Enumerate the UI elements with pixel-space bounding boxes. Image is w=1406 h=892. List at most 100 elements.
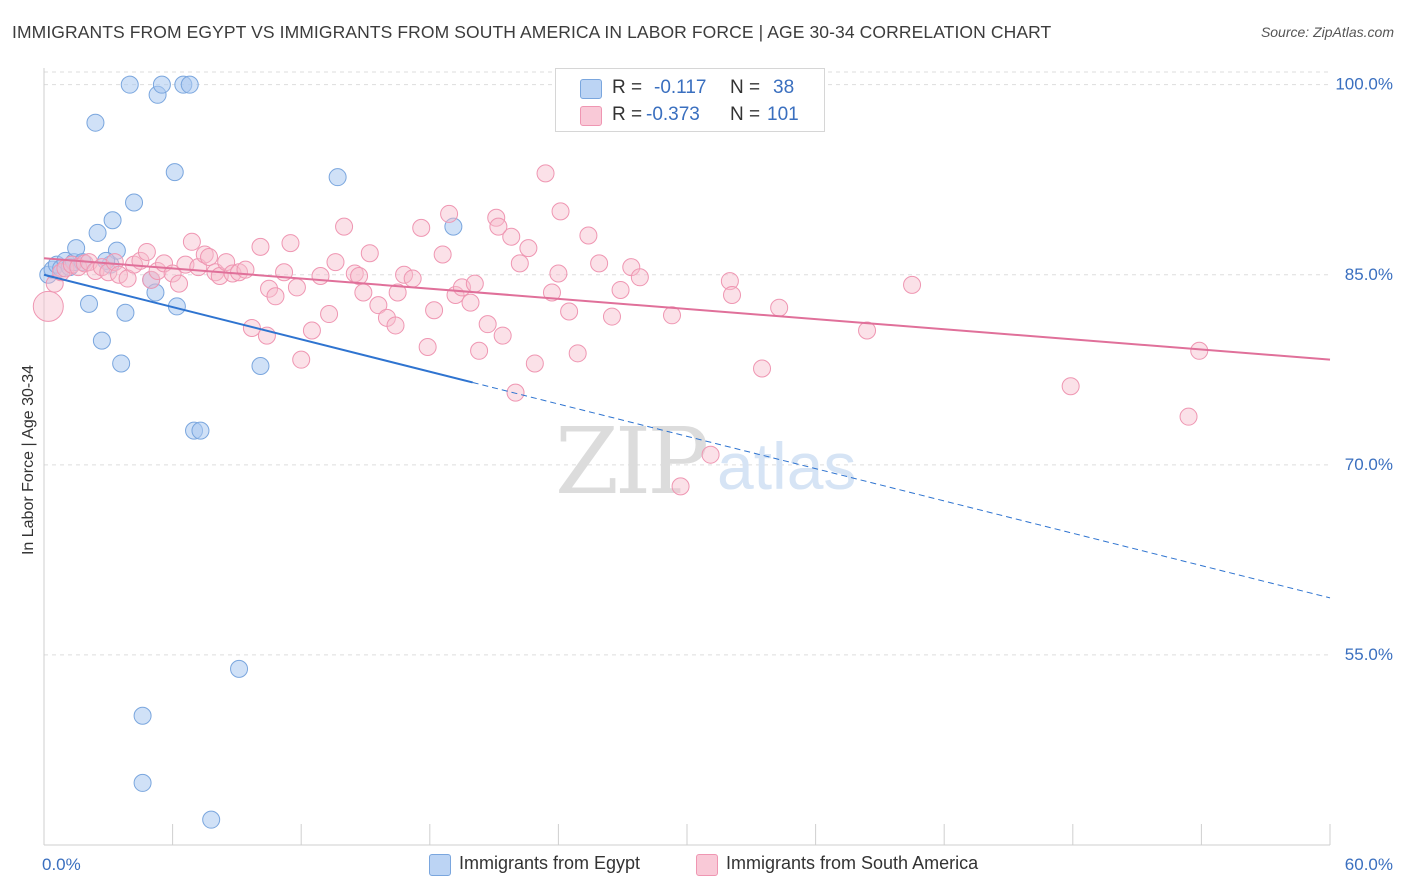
egypt-point bbox=[125, 193, 144, 212]
south-america-point bbox=[506, 383, 525, 402]
south-america-point bbox=[510, 254, 529, 273]
legend-r-label: R = bbox=[612, 104, 643, 125]
y-tick-labels: 100.0% 85.0% 70.0% 55.0% bbox=[1335, 75, 1393, 664]
legend-r-value: -0.373 bbox=[646, 104, 700, 125]
legend-n-label: N = bbox=[730, 104, 761, 125]
south-america-point bbox=[753, 359, 772, 378]
south-america-point bbox=[903, 275, 922, 294]
south-america-point bbox=[701, 445, 720, 464]
x-tick-labels: 0.0% 60.0% bbox=[42, 855, 1393, 874]
south-america-point bbox=[611, 280, 630, 299]
y-tick-label: 100.0% bbox=[1335, 75, 1393, 94]
series-south-america-points bbox=[32, 75, 1209, 496]
south-america-point bbox=[440, 204, 459, 223]
bottom-legend-label-south-america: Immigrants from South America bbox=[726, 853, 979, 873]
south-america-point bbox=[425, 301, 444, 320]
south-america-point bbox=[236, 260, 255, 279]
south-america-point bbox=[251, 237, 270, 256]
south-america-point bbox=[292, 350, 311, 369]
south-america-point bbox=[287, 278, 306, 297]
egypt-point bbox=[133, 773, 152, 792]
south-america-point bbox=[386, 316, 405, 335]
legend-n-value: 38 bbox=[773, 77, 795, 98]
y-axis-title: In Labor Force | Age 30-34 bbox=[20, 364, 37, 556]
south-america-point bbox=[354, 283, 373, 302]
legend-n-value: 101 bbox=[767, 104, 799, 125]
south-america-point bbox=[369, 296, 388, 315]
south-america-point bbox=[395, 265, 414, 284]
egypt-point bbox=[191, 421, 210, 440]
south-america-point bbox=[412, 218, 431, 237]
watermark: ZIP atlas bbox=[555, 408, 856, 515]
south-america-point bbox=[489, 217, 508, 236]
legend-n-label: N = bbox=[730, 77, 761, 98]
egypt-point bbox=[328, 168, 347, 187]
egypt-trend-line-extrapolated bbox=[472, 381, 1331, 599]
south-america-point bbox=[551, 202, 570, 221]
egypt-point bbox=[92, 331, 111, 350]
egypt-point bbox=[120, 75, 139, 94]
south-america-point bbox=[350, 267, 369, 286]
y-tick-label: 85.0% bbox=[1345, 265, 1393, 284]
south-america-point bbox=[281, 234, 300, 253]
south-america-point bbox=[182, 232, 201, 251]
south-america-point bbox=[217, 253, 236, 272]
egypt-point bbox=[180, 75, 199, 94]
south-america-point bbox=[536, 164, 555, 183]
south-america-point bbox=[519, 239, 538, 258]
south-america-point bbox=[770, 298, 789, 317]
south-america-point bbox=[493, 326, 512, 345]
south-america-point bbox=[403, 269, 422, 288]
south-america-point bbox=[465, 274, 484, 293]
egypt-point bbox=[152, 75, 171, 94]
south-america-trend-line bbox=[43, 257, 1331, 361]
egypt-point bbox=[230, 659, 249, 678]
south-america-point bbox=[630, 268, 649, 287]
south-america-point bbox=[311, 267, 330, 286]
legend-r-value: -0.117 bbox=[654, 77, 707, 98]
egypt-point bbox=[202, 810, 221, 829]
gridlines bbox=[44, 71, 1330, 656]
bottom-legend-swatch-egypt bbox=[429, 854, 451, 876]
south-america-point bbox=[560, 302, 579, 321]
south-america-point bbox=[858, 321, 877, 340]
egypt-point bbox=[133, 706, 152, 725]
south-america-point bbox=[723, 286, 742, 305]
south-america-point bbox=[260, 279, 279, 298]
chart-source: Source: ZipAtlas.com bbox=[1260, 24, 1394, 40]
south-america-point bbox=[461, 293, 480, 312]
south-america-point bbox=[470, 341, 489, 360]
south-america-point bbox=[1061, 377, 1080, 396]
chart-title: IMMIGRANTS FROM EGYPT VS IMMIGRANTS FROM… bbox=[12, 22, 1052, 42]
south-america-point bbox=[302, 321, 321, 340]
egypt-point bbox=[112, 354, 131, 373]
egypt-point bbox=[165, 163, 184, 182]
south-america-point bbox=[335, 217, 354, 236]
south-america-point bbox=[142, 270, 161, 289]
south-america-point bbox=[525, 354, 544, 373]
egypt-point bbox=[251, 356, 270, 375]
legend-r-label: R = bbox=[612, 77, 643, 98]
bottom-legend-label-egypt: Immigrants from Egypt bbox=[459, 853, 641, 873]
south-america-point bbox=[487, 208, 506, 227]
south-america-point bbox=[549, 264, 568, 283]
bottom-legend-swatch-south-america bbox=[696, 854, 718, 876]
watermark-atlas: atlas bbox=[717, 429, 856, 503]
south-america-point bbox=[1179, 407, 1198, 426]
south-america-point bbox=[110, 265, 129, 284]
south-america-point bbox=[568, 344, 587, 363]
south-america-point bbox=[671, 477, 690, 496]
x-tick-label: 60.0% bbox=[1345, 855, 1393, 874]
south-america-point bbox=[170, 274, 189, 293]
egypt-point bbox=[103, 211, 122, 230]
south-america-point bbox=[662, 306, 681, 325]
watermark-zip: ZIP bbox=[555, 408, 706, 515]
egypt-trend-line bbox=[43, 273, 473, 384]
south-america-point bbox=[320, 305, 339, 324]
south-america-point bbox=[266, 287, 285, 306]
south-america-point bbox=[137, 242, 156, 261]
legend-swatch-south-america bbox=[580, 106, 602, 126]
legend-swatch-egypt bbox=[580, 79, 602, 99]
south-america-point bbox=[360, 244, 379, 263]
